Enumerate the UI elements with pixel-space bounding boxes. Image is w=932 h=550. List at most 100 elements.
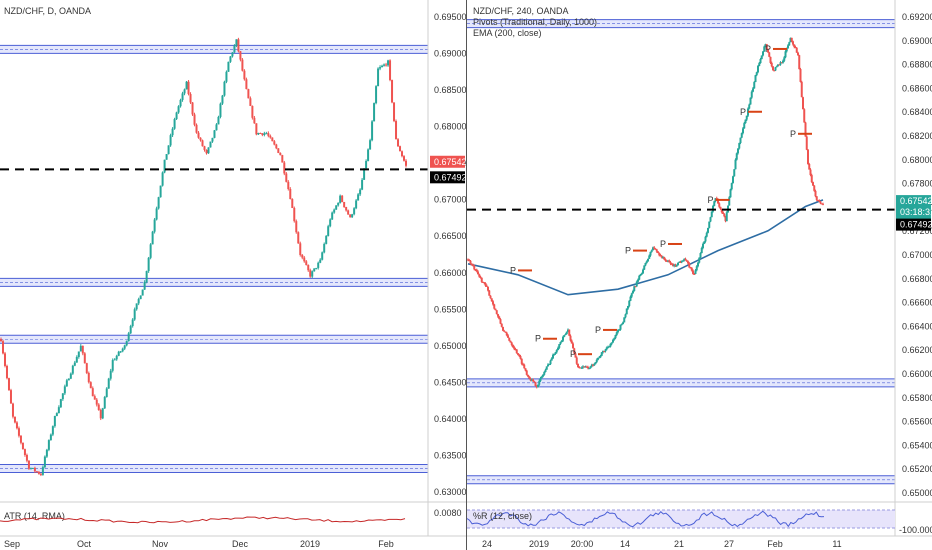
candle-body [367, 149, 370, 161]
right-price-label-11: 0.66800 [902, 274, 932, 284]
left-plot-area[interactable] [0, 0, 428, 502]
candle-body [504, 331, 507, 333]
candle-body [241, 59, 244, 71]
candle-body [263, 133, 266, 135]
candle-body [321, 252, 324, 260]
candle-body [655, 249, 658, 252]
right-date-label-3: 14 [620, 539, 630, 549]
candle-body [339, 195, 342, 203]
right-chart-pane[interactable]: P P P P P P P P P P NZD/CHF, 240, OANDA Pivots (T… [467, 0, 932, 550]
candle-body [201, 140, 204, 147]
candle-body [525, 370, 528, 375]
candle-body [117, 351, 120, 356]
candle-body [347, 210, 350, 215]
candle-body [279, 152, 282, 156]
candle-body [235, 39, 238, 46]
candle-body [43, 456, 46, 468]
candle-body [812, 182, 814, 186]
candle-body [59, 399, 62, 408]
candle-body [91, 388, 94, 397]
right-date-label-4: 21 [674, 539, 684, 549]
candle-body [315, 267, 318, 269]
candle-body [399, 146, 402, 152]
candle-body [393, 102, 396, 122]
candle-body [157, 197, 160, 209]
candle-body [207, 147, 210, 154]
left-chart-pane[interactable]: NZD/CHF, D, OANDA 0.69500 0.69000 0.68500 0… [0, 0, 467, 550]
candle-body [769, 56, 772, 63]
candle-body [667, 260, 669, 262]
candle-body [255, 123, 258, 135]
candle-body [53, 415, 56, 427]
candle-body [717, 199, 719, 204]
candle-body [503, 330, 506, 332]
candle-body [518, 354, 521, 357]
candle-body [517, 353, 519, 355]
right-chart-svg[interactable]: P P P P P P P P P P NZD/CHF, 240, OANDA Pivots (T… [467, 0, 932, 550]
candle-body [219, 103, 222, 117]
candle-body [694, 270, 697, 274]
candle-body [97, 404, 100, 410]
candle-body [71, 365, 74, 374]
candle-body [199, 137, 202, 141]
candle-body [817, 199, 819, 201]
candle-body [85, 363, 88, 373]
candle-body [355, 200, 358, 209]
candle-body [259, 132, 262, 134]
right-date-label-0: 24 [482, 539, 492, 549]
candle-body [333, 209, 336, 213]
zone-band-0 [467, 19, 895, 28]
candle-body [395, 121, 398, 140]
right-plot-area[interactable] [467, 0, 895, 502]
candle-body [478, 274, 481, 277]
candle-body [810, 175, 813, 183]
left-price-label-13: 0.63000 [434, 487, 466, 497]
candle-body [735, 153, 738, 160]
candle-body [159, 185, 162, 198]
left-price-label-11: 0.64000 [434, 414, 466, 424]
candle-body [473, 265, 476, 270]
candle-body [818, 200, 821, 202]
candle-body [684, 258, 687, 261]
candle-body [613, 338, 616, 340]
candle-body [688, 263, 691, 268]
candle-body [577, 363, 579, 368]
candle-body [814, 190, 817, 197]
right-price-label-1: 0.69000 [902, 36, 932, 46]
candle-body [674, 264, 677, 266]
candle-body [605, 347, 608, 350]
candle-body [93, 396, 96, 400]
left-price-label-0: 0.69500 [434, 12, 466, 22]
candle-body [787, 45, 789, 49]
candle-body [169, 135, 172, 146]
candle-body [474, 269, 477, 271]
candle-body [759, 59, 762, 64]
candle-body [657, 251, 659, 253]
candle-body [41, 467, 44, 475]
left-date-label-4: 2019 [300, 539, 320, 549]
candle-body [607, 346, 609, 348]
candle-body [327, 226, 330, 236]
candle-body [127, 333, 130, 342]
right-time-axis: 24 2019 20:00 14 21 27 Feb 11 [482, 539, 842, 549]
candle-body [559, 341, 562, 345]
candle-body [223, 81, 226, 96]
candle-body [31, 467, 34, 469]
candle-body [523, 364, 526, 369]
right-date-label-6: Feb [767, 539, 783, 549]
candle-body [477, 271, 479, 275]
candle-body [520, 358, 523, 364]
candle-body [797, 52, 799, 56]
candle-body [734, 159, 737, 170]
candle-body [608, 346, 611, 348]
left-chart-svg[interactable]: NZD/CHF, D, OANDA 0.69500 0.69000 0.68500 0… [0, 0, 466, 550]
candle-body [779, 62, 782, 65]
left-dashed-price: 0.67492 [434, 172, 466, 182]
candle-body [768, 52, 771, 57]
candle-body [480, 277, 483, 282]
candle-body [335, 205, 338, 210]
candle-body [775, 66, 778, 68]
pivot-marker-0: P [510, 265, 516, 275]
candle-body [820, 203, 823, 205]
candle-body [237, 39, 240, 52]
